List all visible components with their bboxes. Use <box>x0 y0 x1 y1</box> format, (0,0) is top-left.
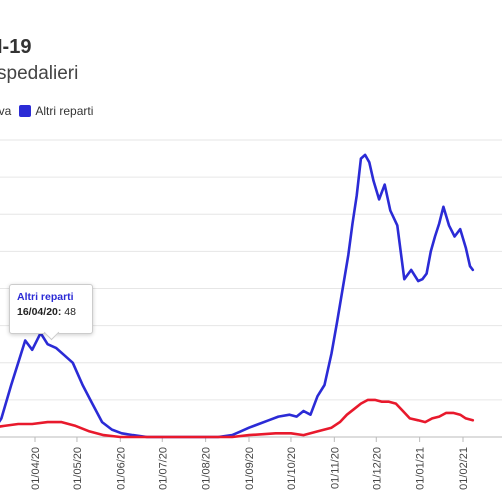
series-line-altri-reparti[interactable] <box>0 153 475 439</box>
x-tick-label: 01/04/20 <box>30 447 42 490</box>
x-tick-label: 01/07/20 <box>157 447 169 490</box>
chart-title: I-19 <box>0 36 32 58</box>
x-tick-label: 01/02/21 <box>458 447 470 490</box>
x-tick-label: 01/09/20 <box>244 447 256 490</box>
chart-subtitle: spedalieri <box>0 63 79 84</box>
tooltip-series: Altri reparti <box>17 291 74 303</box>
tooltip: Altri reparti 16/04/20: 48 <box>9 284 93 334</box>
x-tick-label: 01/10/20 <box>286 447 298 490</box>
x-tick-label: 01/06/20 <box>115 447 127 490</box>
tooltip-row: 16/04/20: 48 <box>17 306 85 318</box>
series-line-iva[interactable] <box>0 398 475 439</box>
x-tick-label: 01/11/20 <box>329 447 341 489</box>
legend-label-altri-reparti[interactable]: Altri reparti <box>35 104 94 118</box>
x-tick-label: 01/08/20 <box>201 447 213 490</box>
x-tick-label: 01/05/20 <box>72 447 84 490</box>
x-tick-label: 01/01/21 <box>415 447 427 490</box>
tooltip-value: 48 <box>64 306 76 318</box>
legend: iva Altri reparti <box>0 104 93 118</box>
tooltip-date: 16/04/20: <box>17 306 62 318</box>
legend-swatch-altri-reparti <box>19 105 32 117</box>
x-tick-label: 01/12/20 <box>371 447 383 490</box>
legend-label-iva[interactable]: iva <box>0 104 12 118</box>
